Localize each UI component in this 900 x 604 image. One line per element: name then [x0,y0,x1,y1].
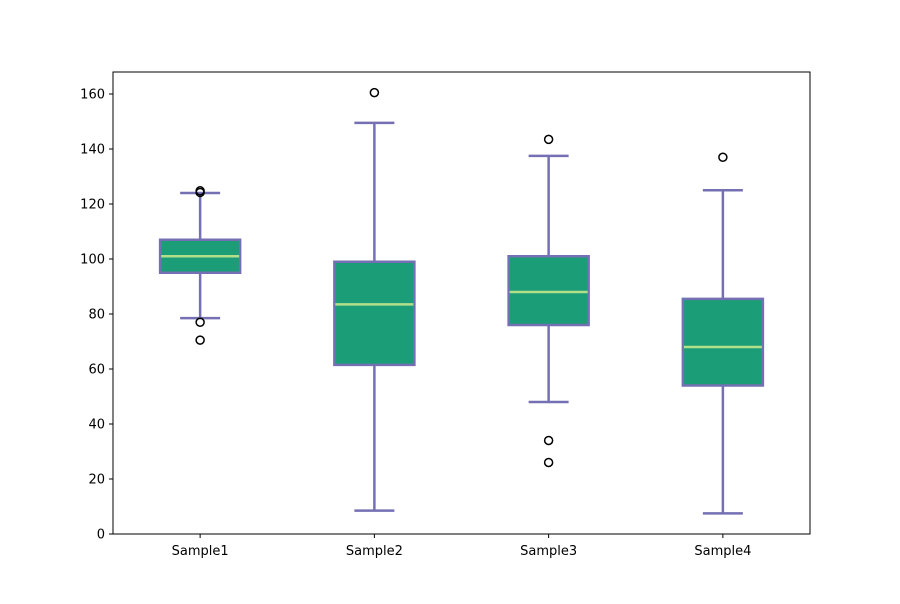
y-tick-label: 160 [80,88,105,103]
iqr-box [507,255,590,327]
outlier-point [543,134,554,145]
y-tick-label: 60 [88,363,105,378]
outlier-point [543,435,554,446]
y-tick-label: 20 [88,473,105,488]
axes: 0 20 40 60 80 100 120 140 160 Sample1 Sample2 Sampl… [80,71,811,559]
iqr-box [681,297,765,387]
y-tick-label: 100 [80,253,105,268]
iqr-box [333,260,416,367]
box-group-1 [158,186,242,345]
y-tick-label: 140 [80,143,105,158]
outlier-point [195,335,205,345]
axes-frame [112,71,811,535]
outlier-point [195,317,205,327]
x-tick-label: Sample4 [694,544,751,559]
x-tick-label: Sample1 [172,544,229,559]
outlier-point [195,186,205,196]
outlier-point [543,457,554,468]
box-group-4 [681,152,765,515]
y-tick-label: 40 [88,418,105,433]
y-tick-label: 0 [97,528,105,543]
outlier-point [718,152,728,162]
x-tick-label: Sample2 [346,544,403,559]
box-group-2 [333,87,416,512]
outlier-point [369,87,380,98]
y-tick-label: 120 [80,198,105,213]
box-group-3 [507,134,590,468]
y-tick-label: 80 [88,308,105,323]
x-tick-label: Sample3 [520,544,577,559]
plot-area [158,87,765,515]
